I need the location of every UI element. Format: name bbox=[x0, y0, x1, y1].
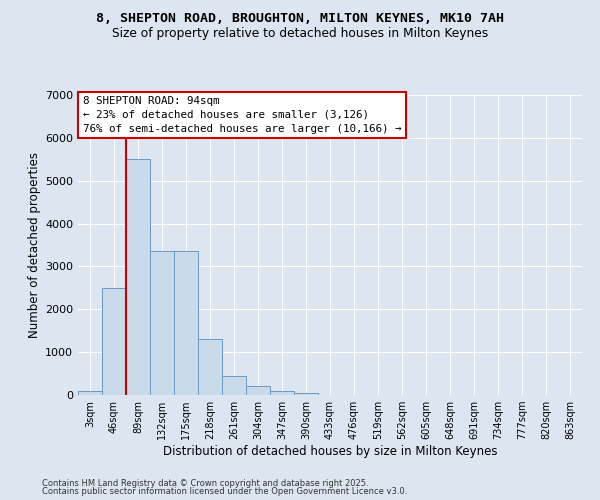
Bar bbox=[150, 252, 174, 395]
Bar bbox=[102, 288, 126, 395]
Bar bbox=[294, 393, 318, 395]
Text: Contains public sector information licensed under the Open Government Licence v3: Contains public sector information licen… bbox=[42, 487, 407, 496]
Bar bbox=[126, 160, 150, 395]
Bar bbox=[174, 252, 198, 395]
Text: Size of property relative to detached houses in Milton Keynes: Size of property relative to detached ho… bbox=[112, 28, 488, 40]
Bar bbox=[270, 390, 294, 395]
X-axis label: Distribution of detached houses by size in Milton Keynes: Distribution of detached houses by size … bbox=[163, 445, 497, 458]
Y-axis label: Number of detached properties: Number of detached properties bbox=[28, 152, 41, 338]
Text: 8, SHEPTON ROAD, BROUGHTON, MILTON KEYNES, MK10 7AH: 8, SHEPTON ROAD, BROUGHTON, MILTON KEYNE… bbox=[96, 12, 504, 26]
Text: 8 SHEPTON ROAD: 94sqm
← 23% of detached houses are smaller (3,126)
76% of semi-d: 8 SHEPTON ROAD: 94sqm ← 23% of detached … bbox=[83, 96, 401, 134]
Bar bbox=[246, 386, 270, 395]
Bar bbox=[78, 390, 102, 395]
Text: Contains HM Land Registry data © Crown copyright and database right 2025.: Contains HM Land Registry data © Crown c… bbox=[42, 478, 368, 488]
Bar bbox=[198, 340, 222, 395]
Bar bbox=[222, 376, 246, 395]
